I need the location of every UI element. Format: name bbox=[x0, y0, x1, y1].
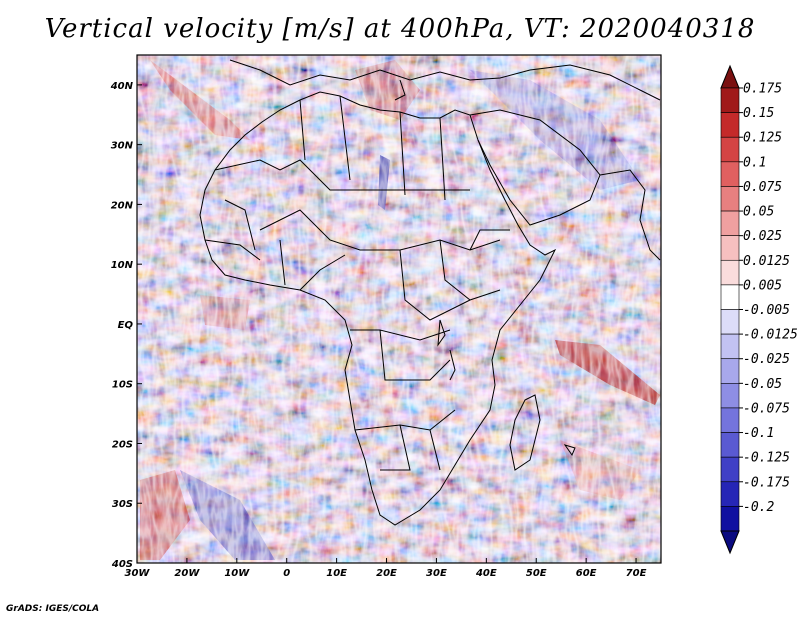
lon-tick-label: 0 bbox=[283, 568, 290, 579]
colorbar-bottom-arrow bbox=[720, 530, 740, 555]
colorbar-label: 0.075 bbox=[743, 180, 782, 195]
colorbar-swatch bbox=[720, 333, 740, 360]
colorbar-swatch bbox=[720, 235, 740, 261]
colorbar-swatch bbox=[720, 407, 740, 433]
colorbar-swatch bbox=[720, 136, 740, 163]
colorbar-swatch bbox=[720, 506, 740, 532]
colorbar-label: -0.125 bbox=[743, 451, 790, 466]
lon-tick-label: 10W bbox=[224, 568, 250, 579]
lat-tick-label: 10S bbox=[112, 380, 133, 391]
colorbar-swatch bbox=[720, 186, 740, 212]
lat-tick-label: 20S bbox=[112, 439, 133, 450]
colorbar-swatch bbox=[720, 284, 740, 310]
lon-tick-label: 20E bbox=[376, 568, 397, 579]
colorbar-label: -0.175 bbox=[743, 475, 790, 490]
colorbar-label: 0.125 bbox=[743, 131, 782, 146]
colorbar-label: -0.075 bbox=[743, 401, 790, 416]
lat-tick-label: EQ bbox=[118, 320, 134, 331]
colorbar-swatch bbox=[720, 87, 740, 113]
colorbar-label: -0.2 bbox=[743, 500, 774, 515]
colorbar-label: -0.0125 bbox=[743, 328, 798, 343]
colorbar-swatch bbox=[720, 161, 740, 187]
lat-axis: 40N 30N 20N 10N EQ 10S 20S 30S 40S bbox=[110, 81, 142, 570]
colorbar-swatch bbox=[720, 432, 740, 458]
colorbar-label: 0.1 bbox=[743, 155, 766, 170]
colorbar-swatch bbox=[720, 358, 740, 384]
colorbar-label: 0.005 bbox=[743, 278, 782, 293]
africa-coastline bbox=[199, 91, 557, 526]
colorbar-label: -0.05 bbox=[743, 377, 782, 392]
lon-tick-label: 60E bbox=[576, 568, 597, 579]
lon-tick-label: 10E bbox=[326, 568, 347, 579]
credit-label: GrADS: IGES/COLA bbox=[6, 604, 100, 614]
colorbar-swatch bbox=[720, 481, 740, 507]
europe-coast bbox=[229, 59, 661, 101]
lat-tick-label: 30S bbox=[112, 499, 133, 510]
arabia bbox=[469, 109, 601, 226]
colorbar-top-arrow bbox=[720, 64, 740, 89]
velocity-field bbox=[137, 55, 661, 563]
madagascar bbox=[509, 394, 541, 471]
lon-tick-label: 30E bbox=[426, 568, 447, 579]
lat-tick-label: 40S bbox=[111, 559, 133, 570]
lon-axis: 30W 20W 10W 0 10E 20E 30E 40E 50E 60E 70E bbox=[125, 558, 647, 579]
colorbar-label: 0.15 bbox=[743, 106, 774, 121]
colorbar-swatch bbox=[720, 259, 740, 286]
colorbar-swatch bbox=[720, 456, 740, 483]
colorbar-label: 0.175 bbox=[743, 82, 782, 97]
colorbar-swatch bbox=[720, 112, 740, 138]
lon-tick-label: 40E bbox=[475, 568, 497, 579]
coastlines bbox=[199, 59, 661, 526]
colorbar-swatch bbox=[720, 210, 740, 236]
chart-title: Vertical velocity [m/s] at 400hPa, VT: 2… bbox=[44, 14, 756, 44]
lat-tick-label: 40N bbox=[110, 81, 134, 92]
lat-tick-label: 10N bbox=[111, 260, 134, 271]
colorbar-label: -0.1 bbox=[743, 426, 774, 441]
lat-tick-label: 20N bbox=[111, 200, 134, 211]
colorbar-label: -0.005 bbox=[743, 303, 790, 318]
colorbar-label: 0.0125 bbox=[743, 254, 790, 269]
colorbar: 0.175 0.15 0.125 0.1 0.075 0.05 0.025 0.0125 0.0… bbox=[720, 64, 798, 555]
colorbar-label: 0.05 bbox=[743, 205, 774, 220]
colorbar-swatch bbox=[720, 309, 740, 335]
lon-tick-label: 20W bbox=[174, 568, 200, 579]
lon-tick-label: 30W bbox=[125, 568, 151, 579]
colorbar-swatch bbox=[720, 383, 740, 409]
lat-tick-label: 30N bbox=[111, 141, 134, 152]
lon-tick-label: 70E bbox=[626, 568, 647, 579]
map-frame bbox=[136, 54, 662, 564]
colorbar-label: -0.025 bbox=[743, 352, 790, 367]
colorbar-label: 0.025 bbox=[743, 229, 782, 244]
lon-tick-label: 50E bbox=[526, 568, 547, 579]
